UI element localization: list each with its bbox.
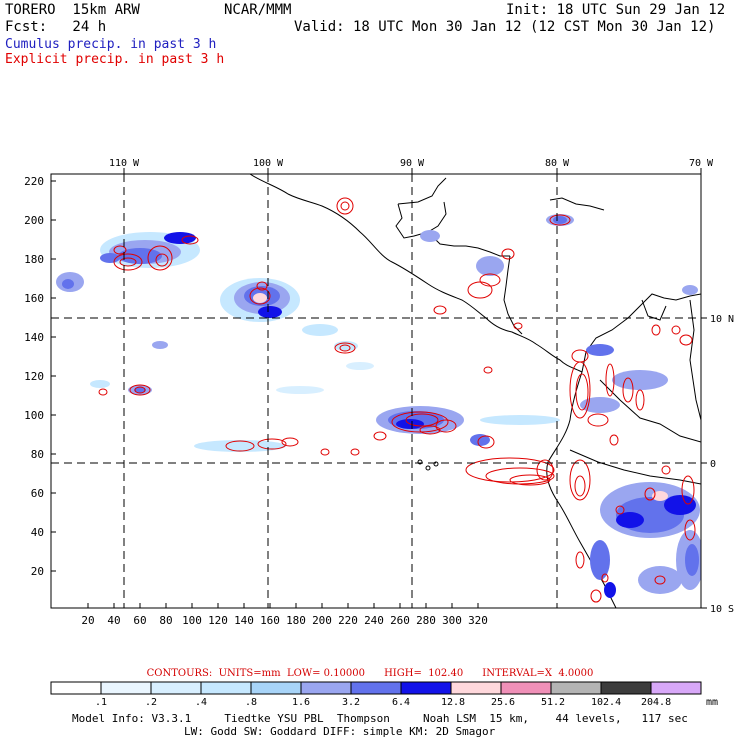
lat-label-10n: 10 N [710,314,734,325]
y-tick-label: 40 [31,526,44,539]
colorbar-label: 204.8 [641,697,672,708]
colorbar-label: .8 [244,697,258,708]
colorbar-label: 25.6 [491,697,516,708]
colorbar-swatch [300,681,352,695]
x-tick-label: 120 [208,614,228,627]
colorbar-label: .1 [94,697,108,708]
colorbar-unit: mm [706,697,719,708]
x-tick-label: 200 [312,614,332,627]
colorbar-label: 3.2 [341,697,361,708]
x-tick-label: 60 [133,614,146,627]
colorbar-label: 51.2 [541,697,566,708]
x-axis-ticks: 20 40 60 80 100 120 140 160 180 200 220 … [81,614,488,627]
colorbar-swatch [150,681,202,695]
y-tick-label: 60 [31,487,44,500]
colorbar-swatch [500,681,552,695]
x-tick-label: 280 [416,614,436,627]
x-tick-label: 320 [468,614,488,627]
map-frame [50,173,702,609]
colorbar-label: 6.4 [391,697,411,708]
physics-info-line: LW: Godd SW: Goddard DIFF: simple KM: 2D… [184,725,496,738]
top-tick-marks [123,168,702,174]
lon-label-70w: 70 W [689,158,714,169]
x-tick-label: 100 [182,614,202,627]
colorbar-label: 102.4 [591,697,622,708]
explicit-precip-contours [98,197,696,603]
colorbar-swatch [600,681,652,695]
colorbar-swatch [200,681,252,695]
explicit-precip-label: Explicit precip. in past 3 h [5,52,225,67]
y-tick-label: 140 [24,331,44,344]
x-tick-label: 220 [338,614,358,627]
precip-colorbar [50,681,702,695]
y-tick-label: 20 [31,565,44,578]
colorbar-swatch [250,681,302,695]
cumulus-precip-shading [56,214,701,598]
model-info-line: Model Info: V3.3.1 Tiedtke YSU PBL Thomp… [72,712,688,725]
valid-time: Valid: 18 UTC Mon 30 Jan 12 (12 CST Mon … [294,19,716,35]
x-tick-label: 80 [159,614,172,627]
organization-label: NCAR/MMM [224,2,292,18]
contour-info: CONTOURS: UNITS=mm LOW= 0.10000 HIGH= 10… [146,668,594,679]
y-tick-label: 160 [24,292,44,305]
x-tick-label: 40 [107,614,120,627]
y-tick-label: 220 [24,175,44,188]
lon-label-110w: 110 W [109,158,140,169]
x-tick-label: 140 [234,614,254,627]
lat-label-10s: 10 S [710,604,734,615]
x-tick-label: 180 [286,614,306,627]
colorbar-label: .4 [194,697,208,708]
y-tick-label: 200 [24,214,44,227]
latlon-grid [51,174,701,608]
x-tick-label: 20 [81,614,94,627]
colorbar-label: 12.8 [441,697,466,708]
y-axis-ticks: 220 200 180 160 140 120 100 80 60 40 20 [24,175,44,578]
lon-label-100w: 100 W [253,158,284,169]
model-title: TORERO 15km ARW [5,2,140,18]
colorbar-swatch [400,681,452,695]
y-tick-label: 180 [24,253,44,266]
init-time: Init: 18 UTC Sun 29 Jan 12 [506,2,726,18]
colorbar-swatch [350,681,402,695]
lon-label-80w: 80 W [545,158,570,169]
lon-label-90w: 90 W [400,158,425,169]
colorbar-swatch [50,681,102,695]
forecast-hour: Fcst: 24 h [5,19,107,35]
colorbar-label: .2 [144,697,158,708]
colorbar-label: 1.6 [291,697,311,708]
y-tick-label: 80 [31,448,44,461]
colorbar-swatch [450,681,502,695]
y-tick-label: 120 [24,370,44,383]
colorbar-swatch [100,681,152,695]
lat-label-0: 0 [710,459,716,470]
colorbar-swatch [550,681,602,695]
y-tick-label: 100 [24,409,44,422]
map-field [51,174,701,608]
x-tick-label: 260 [390,614,410,627]
cumulus-precip-label: Cumulus precip. in past 3 h [5,37,217,52]
x-tick-label: 160 [260,614,280,627]
colorbar-swatch [650,681,702,695]
x-tick-label: 240 [364,614,384,627]
x-tick-label: 300 [442,614,462,627]
